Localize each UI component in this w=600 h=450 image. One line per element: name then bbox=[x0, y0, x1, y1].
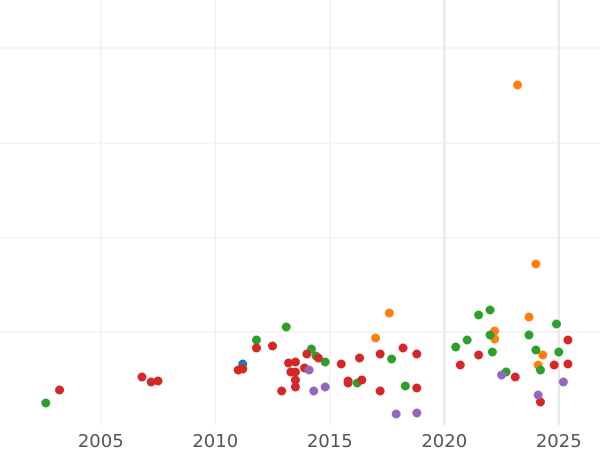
data-point-s2-1 bbox=[251, 335, 261, 345]
data-point-s3-34 bbox=[563, 359, 573, 369]
data-point-s4-7 bbox=[558, 377, 568, 387]
data-point-s3-2 bbox=[146, 377, 156, 387]
data-point-s3-6 bbox=[251, 343, 261, 353]
data-point-s2-14 bbox=[487, 347, 497, 357]
data-point-s3-14 bbox=[290, 382, 300, 392]
data-point-s2-13 bbox=[485, 330, 495, 340]
data-point-s3-13 bbox=[290, 375, 300, 385]
grid-layer bbox=[0, 0, 600, 425]
data-point-s3-11 bbox=[290, 357, 300, 367]
points-layer bbox=[41, 80, 573, 419]
data-point-s3-16 bbox=[302, 349, 312, 359]
data-point-s3-12 bbox=[290, 367, 300, 377]
x-tick-label-2005: 2005 bbox=[78, 431, 124, 450]
data-point-s1-6 bbox=[531, 259, 541, 269]
data-point-s3-33 bbox=[563, 335, 573, 345]
data-point-s3-29 bbox=[474, 350, 484, 360]
data-point-s2-17 bbox=[531, 345, 541, 355]
data-point-s1-7 bbox=[538, 350, 548, 360]
x-tick-label-2025: 2025 bbox=[536, 431, 582, 450]
data-point-s4-0 bbox=[304, 365, 314, 375]
data-point-s3-1 bbox=[137, 372, 147, 382]
x-tick-label-2015: 2015 bbox=[307, 431, 353, 450]
data-point-s3-7 bbox=[268, 341, 278, 351]
data-point-s1-0 bbox=[371, 333, 381, 343]
data-point-s4-1 bbox=[309, 386, 319, 396]
data-point-s3-31 bbox=[535, 397, 545, 407]
data-point-s3-20 bbox=[343, 378, 353, 388]
data-point-s4-3 bbox=[391, 409, 401, 419]
data-point-s2-11 bbox=[474, 310, 484, 320]
x-tick-label-2010: 2010 bbox=[192, 431, 238, 450]
data-point-s3-32 bbox=[549, 360, 559, 370]
data-point-s2-5 bbox=[320, 357, 330, 367]
data-point-s2-18 bbox=[535, 365, 545, 375]
data-point-s3-5 bbox=[238, 364, 248, 374]
data-point-s2-10 bbox=[462, 335, 472, 345]
data-point-s3-24 bbox=[375, 386, 385, 396]
data-point-s1-5 bbox=[524, 312, 534, 322]
data-point-s1-1 bbox=[384, 308, 394, 318]
data-point-s4-2 bbox=[320, 382, 330, 392]
data-point-s1-4 bbox=[513, 80, 523, 90]
data-point-s3-8 bbox=[277, 386, 287, 396]
data-point-s4-4 bbox=[412, 408, 422, 418]
data-point-s4-6 bbox=[533, 390, 543, 400]
data-point-s2-9 bbox=[451, 342, 461, 352]
data-point-s2-7 bbox=[387, 354, 397, 364]
data-point-s3-9 bbox=[284, 358, 294, 368]
data-point-s2-0 bbox=[41, 398, 51, 408]
data-point-s2-19 bbox=[551, 319, 561, 329]
data-point-s2-2 bbox=[281, 322, 291, 332]
data-point-s3-23 bbox=[375, 349, 385, 359]
data-point-s3-0 bbox=[55, 385, 65, 395]
x-tick-label-2020: 2020 bbox=[421, 431, 467, 450]
data-point-s3-28 bbox=[455, 360, 465, 370]
data-point-s3-17 bbox=[313, 353, 323, 363]
data-point-s2-8 bbox=[400, 381, 410, 391]
data-point-s3-21 bbox=[355, 353, 365, 363]
data-point-s3-3 bbox=[153, 376, 163, 386]
data-point-s3-30 bbox=[510, 372, 520, 382]
data-point-s4-5 bbox=[497, 370, 507, 380]
data-point-s3-18 bbox=[336, 359, 346, 369]
data-point-s3-22 bbox=[357, 375, 367, 385]
data-point-s2-20 bbox=[554, 347, 564, 357]
data-point-s2-16 bbox=[524, 330, 534, 340]
data-point-s3-25 bbox=[398, 343, 408, 353]
x-axis-ticks: 2005 2010 2015 2020 2025 bbox=[78, 431, 582, 450]
data-point-s3-27 bbox=[412, 383, 422, 393]
data-point-s3-26 bbox=[412, 349, 422, 359]
data-point-s2-12 bbox=[485, 305, 495, 315]
